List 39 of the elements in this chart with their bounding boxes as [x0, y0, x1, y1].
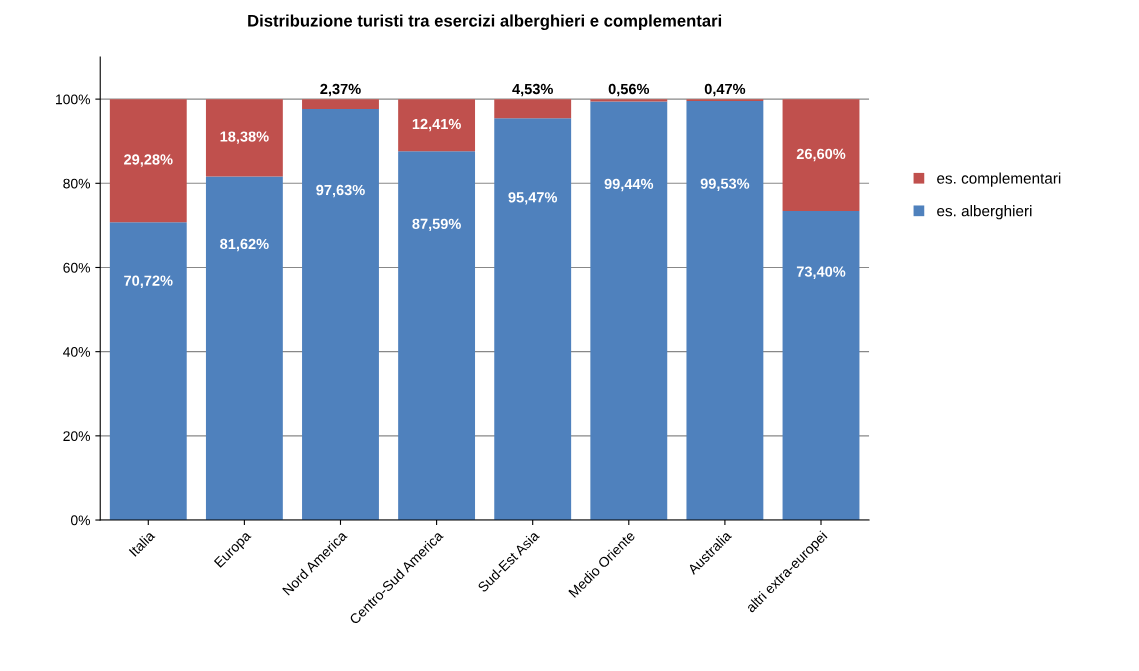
data-label: 97,63% — [316, 184, 365, 198]
bar — [590, 101, 668, 521]
data-label: 2,37% — [320, 83, 361, 97]
bar — [205, 176, 283, 521]
data-label: 4,53% — [512, 83, 553, 97]
y-tick-label: 80% — [63, 178, 91, 189]
bar — [109, 99, 187, 223]
data-label: 29,28% — [124, 154, 173, 167]
bar — [494, 118, 572, 521]
y-tick-label: 60% — [63, 262, 91, 273]
bar — [782, 99, 860, 212]
data-label: 26,60% — [796, 148, 846, 162]
data-label: 81,62% — [220, 238, 269, 252]
bar — [494, 99, 572, 119]
y-tick-label: 0% — [70, 515, 91, 526]
bar — [398, 99, 476, 152]
chart-title: Distribuzione turisti tra esercizi alberghieri e complementari — [248, 14, 722, 31]
bar — [205, 99, 283, 177]
y-tick-label: 100% — [56, 94, 91, 105]
data-label: 0,47% — [704, 83, 746, 97]
data-label: 95,47% — [508, 192, 558, 205]
data-label: 73,40% — [796, 266, 846, 279]
bar — [109, 222, 187, 521]
data-label: 87,59% — [412, 218, 461, 232]
legend-label: es. complementari — [937, 172, 1061, 187]
y-tick-label: 40% — [63, 347, 91, 357]
bar — [686, 101, 764, 521]
data-label: 0,56% — [608, 83, 650, 97]
bar — [782, 211, 860, 521]
legend-label: es. alberghieri — [937, 205, 1032, 220]
data-label: 18,38% — [220, 131, 269, 144]
y-tick-label: 20% — [63, 431, 91, 442]
bar — [302, 99, 379, 110]
bar — [302, 109, 379, 521]
data-label: 99,44% — [604, 178, 654, 192]
bar — [398, 151, 476, 521]
data-label: 12,41% — [412, 118, 461, 132]
data-label: 70,72% — [124, 275, 173, 288]
data-label: 99,53% — [700, 178, 750, 191]
